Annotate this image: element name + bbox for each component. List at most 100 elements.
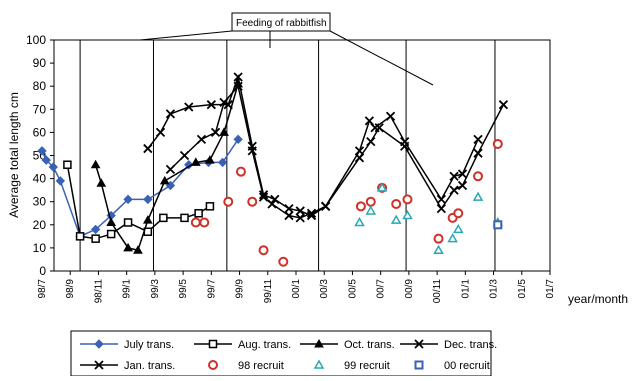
data-point (473, 171, 484, 182)
x-tick-label: 01/3 (489, 279, 500, 299)
data-point (179, 150, 190, 161)
data-point (90, 224, 101, 235)
legend-label: Jan. trans. (124, 360, 175, 372)
data-point (492, 138, 503, 149)
data-point (233, 134, 243, 145)
data-point (180, 213, 189, 223)
data-point (376, 182, 388, 192)
legend: July trans. Aug. trans. Oct. trans. Dec. tr… (70, 330, 497, 377)
y-tick-label: 60 (33, 125, 47, 139)
annotation-leader-right (329, 30, 434, 86)
data-point (217, 157, 228, 168)
legend-label: July trans. (124, 339, 174, 351)
x-tick-label: 99/9 (235, 279, 246, 299)
data-point (447, 233, 458, 243)
y-tick-label: 40 (33, 172, 47, 186)
data-point (55, 176, 66, 186)
x-tick-label: 00/9 (404, 279, 415, 299)
data-point (206, 100, 216, 110)
x-tick-label: 00/5 (347, 279, 358, 299)
data-point (91, 234, 100, 243)
annotation-leader-left (139, 30, 233, 41)
legend-item: Dec. trans. (400, 339, 497, 351)
legend-marker (94, 339, 104, 349)
data-point (365, 205, 377, 215)
data-point (433, 233, 444, 244)
legend-marker (94, 360, 104, 370)
data-point (210, 127, 221, 138)
legend-label: 99 recruit (344, 360, 390, 372)
data-point (400, 141, 410, 151)
annotation-box (231, 12, 331, 32)
y-tick-label: 70 (33, 102, 47, 116)
data-point (223, 100, 233, 110)
data-point (355, 201, 366, 212)
data-point (219, 127, 229, 136)
data-point (457, 169, 468, 179)
data-point (247, 196, 258, 207)
data-point (190, 217, 201, 228)
data-point (143, 143, 153, 154)
data-point (155, 127, 166, 138)
data-point (143, 194, 153, 205)
legend-item: 99 recruit (313, 359, 390, 372)
data-point (223, 196, 234, 207)
data-point (184, 102, 194, 112)
data-point (391, 199, 402, 210)
y-tick-label: 0 (39, 264, 46, 278)
series-4 (143, 72, 509, 221)
x-tick-label: 01/7 (545, 279, 556, 299)
data-point (473, 148, 483, 158)
x-tick-label: 98/9 (65, 279, 76, 299)
data-point (278, 256, 289, 267)
data-point (63, 160, 72, 169)
y-axis-label: Average total length cm (7, 92, 21, 218)
data-point (196, 134, 207, 144)
legend-item: July trans. (80, 339, 174, 351)
series-layer (37, 72, 509, 267)
data-point (436, 194, 446, 205)
data-point (365, 196, 376, 207)
series-1 (63, 160, 215, 243)
data-point (133, 245, 143, 254)
data-point (165, 164, 176, 174)
data-point (306, 210, 317, 221)
legend-label: Oct. trans. (344, 339, 395, 351)
x-tick-label: 98/11 (93, 279, 104, 304)
data-point (75, 232, 85, 241)
data-point (190, 157, 201, 166)
legend-label: Aug. trans. (238, 339, 291, 351)
data-point (364, 116, 375, 126)
data-point (354, 153, 365, 163)
data-point (184, 160, 194, 170)
series-5 (190, 138, 503, 267)
data-point (106, 217, 117, 226)
data-point (90, 159, 101, 169)
data-point (449, 171, 459, 181)
data-point (235, 166, 246, 177)
x-tick-label: 01/1 (460, 279, 471, 299)
legend-marker (313, 359, 325, 369)
data-point (473, 134, 483, 144)
data-point (258, 245, 269, 256)
data-point (374, 123, 384, 133)
data-point (498, 100, 509, 110)
series-2 (90, 78, 244, 254)
data-point (366, 137, 376, 147)
y-tick-label: 30 (33, 195, 47, 209)
data-point (37, 146, 47, 156)
legend-marker (314, 338, 324, 348)
series-line (66, 164, 211, 240)
data-point (258, 190, 269, 200)
plot-area (53, 39, 551, 272)
x-tick-label: 00/1 (291, 279, 302, 299)
y-tick-label: 100 (26, 33, 46, 47)
data-point (472, 191, 484, 201)
y-tick-label: 10 (33, 241, 47, 255)
legend-label: 00 recruit (444, 360, 490, 372)
x-tick-label: 00/7 (376, 279, 387, 299)
data-point (295, 213, 305, 223)
legend-item: Oct. trans. (300, 338, 395, 351)
x-tick-label: 98/7 (37, 279, 48, 299)
data-point (41, 155, 51, 165)
